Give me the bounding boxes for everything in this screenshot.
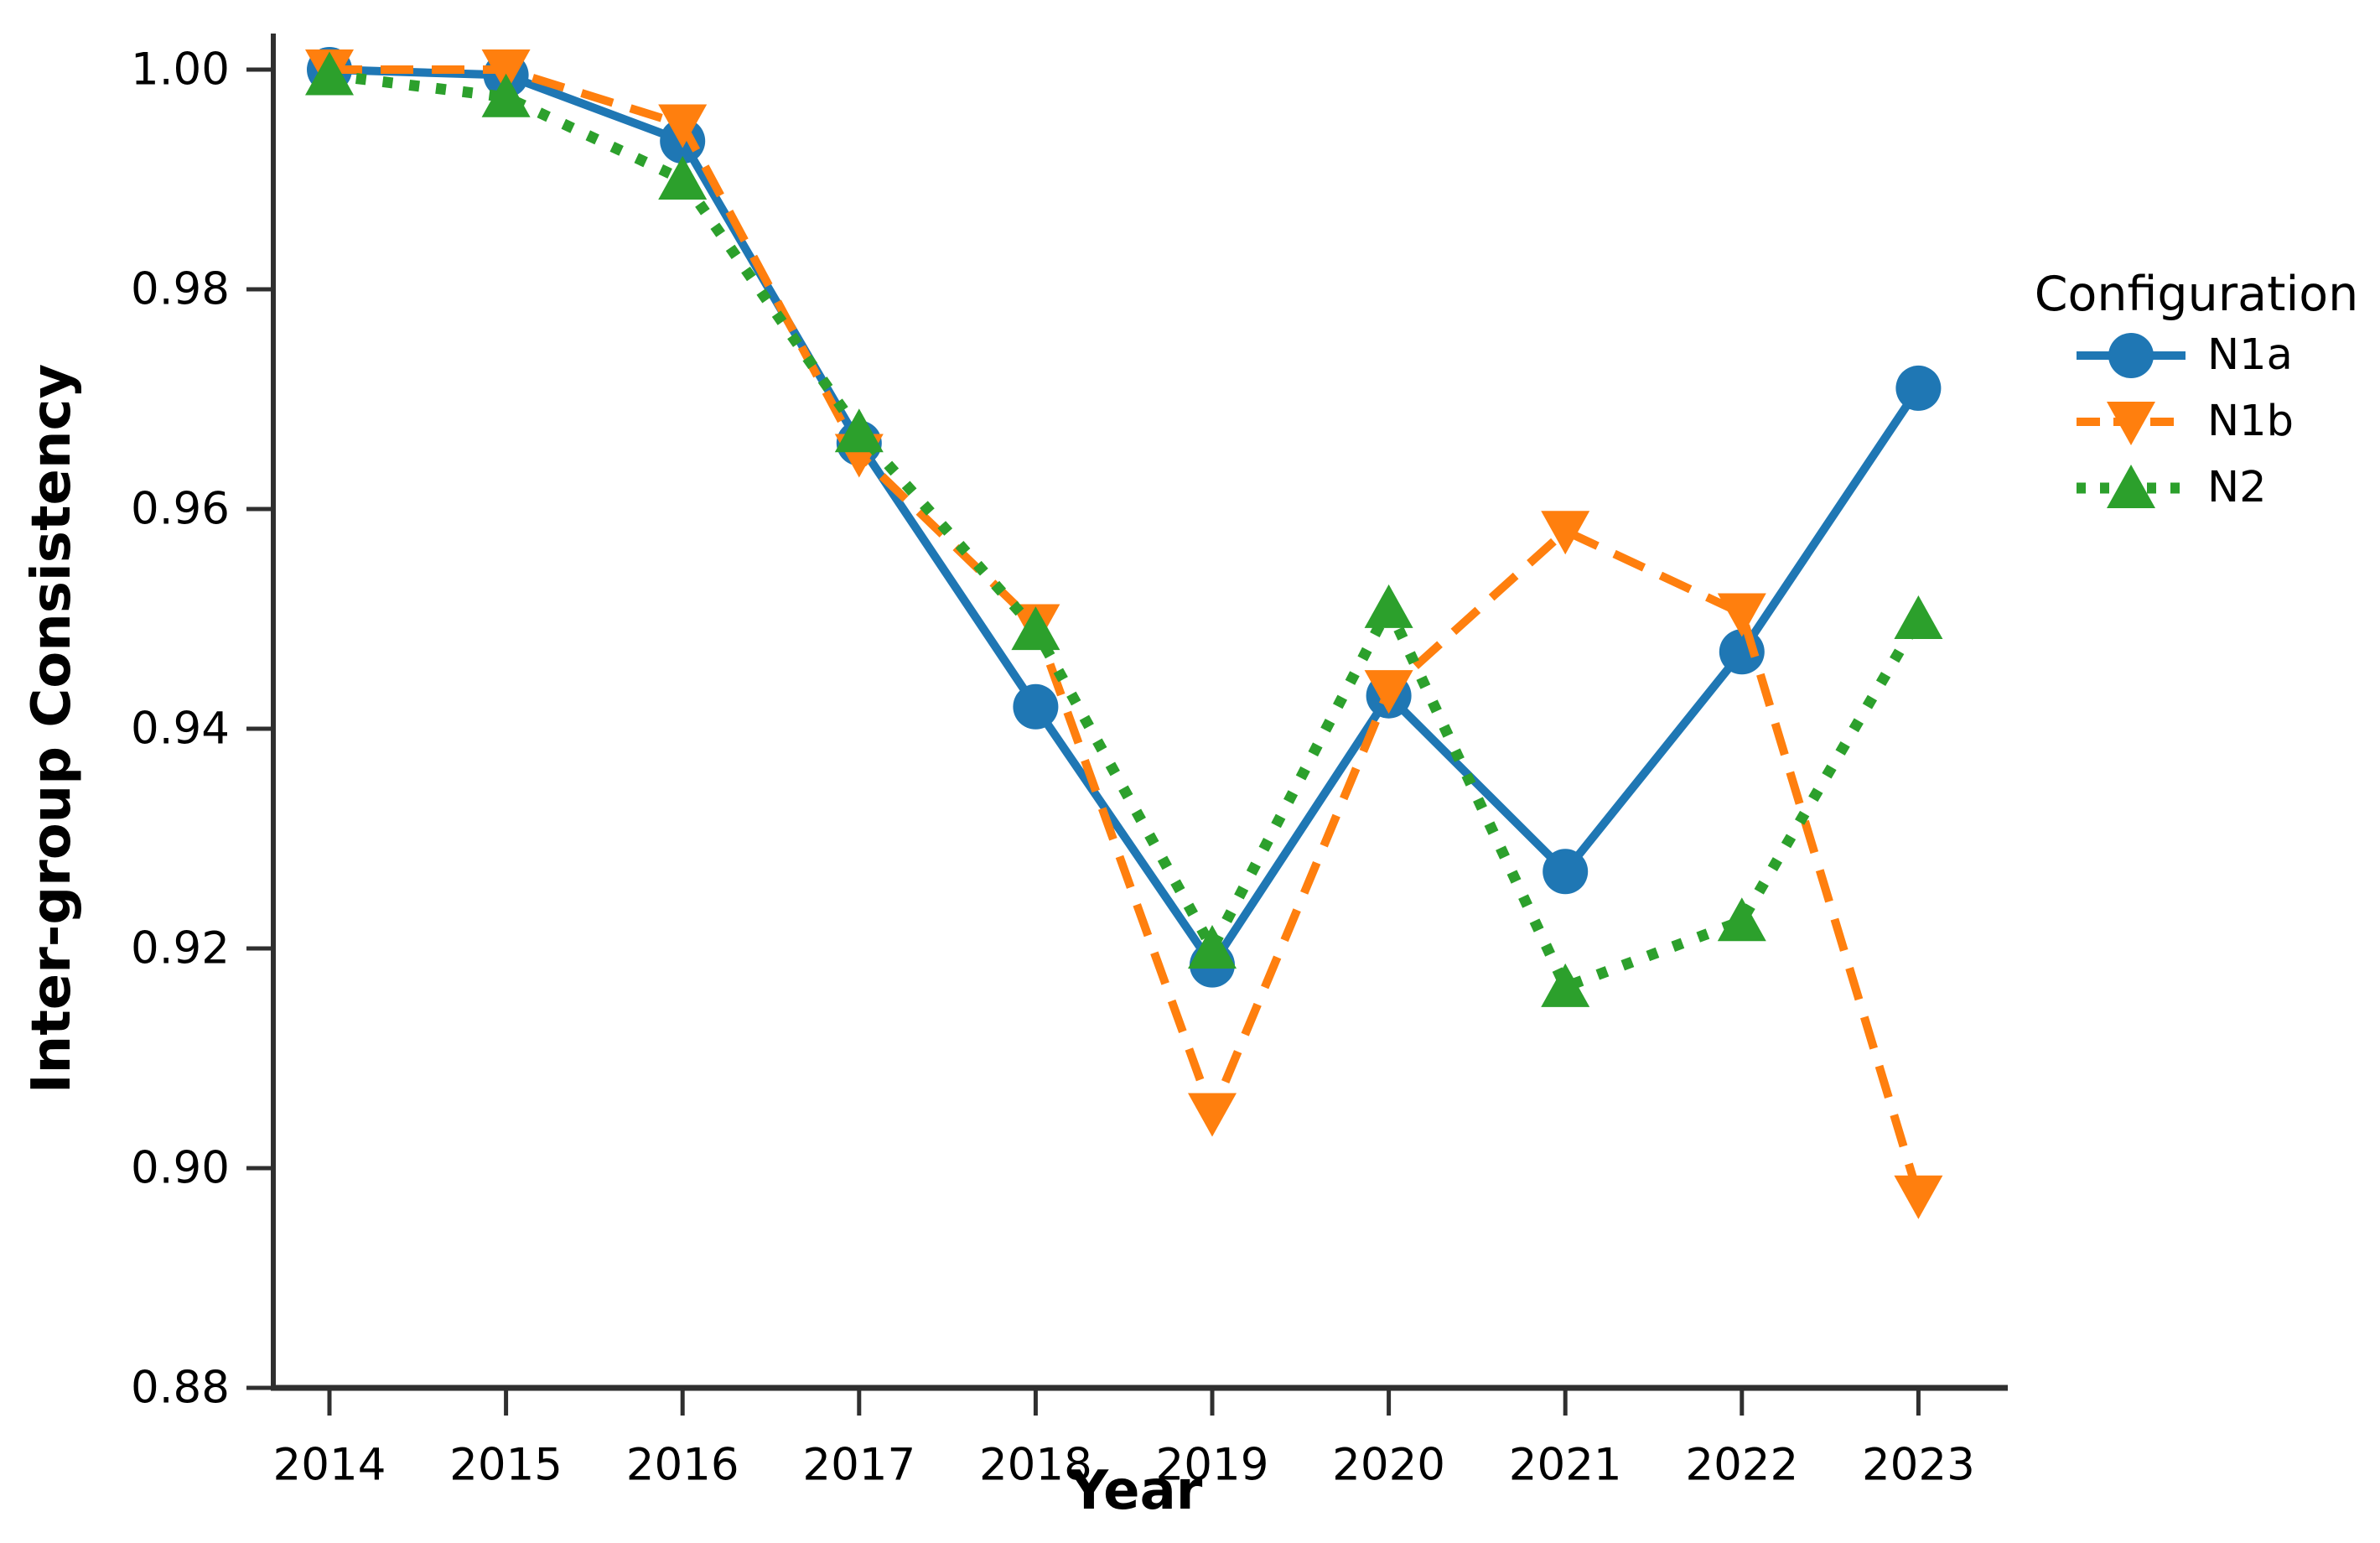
y-tick-label: 1.00 — [131, 44, 230, 96]
x-tick-label: 2020 — [1332, 1440, 1445, 1491]
x-tick-label: 2018 — [979, 1440, 1092, 1491]
y-tick-label: 0.88 — [131, 1363, 230, 1414]
data-point-N2-2019 — [1188, 925, 1237, 969]
y-tick-label: 0.90 — [131, 1143, 230, 1194]
x-tick-label: 2022 — [1685, 1440, 1798, 1491]
legend-title: Configuration — [2034, 267, 2359, 322]
data-point-N2-2018 — [1011, 606, 1060, 651]
y-tick-label: 0.92 — [131, 923, 230, 974]
data-point-N1b-2015 — [481, 49, 531, 93]
legend-item-label: N1b — [2207, 397, 2294, 446]
data-point-N1b-2019 — [1188, 1093, 1237, 1137]
y-axis-title: Inter-group Consistency — [21, 363, 83, 1094]
data-point-N1b-2021 — [1541, 511, 1590, 555]
data-point-N1b-2016 — [658, 104, 708, 148]
data-point-N1b-2020 — [1364, 670, 1413, 714]
legend: Configuration N1a N1b N2 — [2025, 267, 2368, 521]
x-tick-label: 2023 — [1862, 1440, 1975, 1491]
x-tick-label: 2014 — [273, 1440, 386, 1491]
data-point-N2-2022 — [1717, 897, 1766, 942]
legend-items: N1a N1b N2 — [2025, 322, 2368, 521]
x-tick-label: 2019 — [1156, 1440, 1269, 1491]
series-line-N2 — [329, 70, 1924, 993]
legend-item-N1a: N1a — [2025, 322, 2368, 388]
data-point-N2-2021 — [1541, 963, 1590, 1007]
data-point-N1b-2022 — [1717, 593, 1766, 637]
data-point-N1a-2018 — [1013, 683, 1059, 730]
y-tick-label: 0.94 — [131, 704, 230, 755]
data-point-N1a-2023 — [1895, 365, 1942, 411]
x-tick-label: 2015 — [449, 1440, 563, 1491]
data-point-N2-2023 — [1894, 595, 1943, 639]
data-point-N1b-2023 — [1894, 1175, 1943, 1219]
data-point-N2-2020 — [1364, 584, 1413, 628]
data-point-N2-2014 — [305, 51, 354, 96]
legend-item-label: N1a — [2207, 330, 2293, 380]
data-point-N2-2017 — [834, 408, 884, 453]
data-point-N2-2016 — [658, 156, 708, 200]
legend-marker-triangle-down-icon — [2077, 401, 2186, 445]
x-tick-label: 2017 — [802, 1440, 915, 1491]
series-line-N1a — [329, 65, 1922, 969]
x-axis-title: Year — [1069, 1460, 1203, 1522]
y-tick-label: 0.96 — [131, 484, 230, 535]
legend-item-N1b: N1b — [2025, 388, 2368, 455]
data-point-N2-2015 — [481, 73, 531, 117]
legend-marker-triangle-up-icon — [2077, 464, 2186, 508]
legend-item-label: N2 — [2207, 463, 2267, 512]
legend-marker-circle-icon — [2077, 332, 2186, 378]
data-point-N1a-2021 — [1543, 849, 1589, 895]
legend-item-N2: N2 — [2025, 455, 2368, 521]
x-tick-label: 2016 — [626, 1440, 739, 1491]
x-tick-label: 2021 — [1509, 1440, 1622, 1491]
series-line-N1b — [329, 65, 1923, 1198]
y-tick-label: 0.98 — [131, 264, 230, 315]
